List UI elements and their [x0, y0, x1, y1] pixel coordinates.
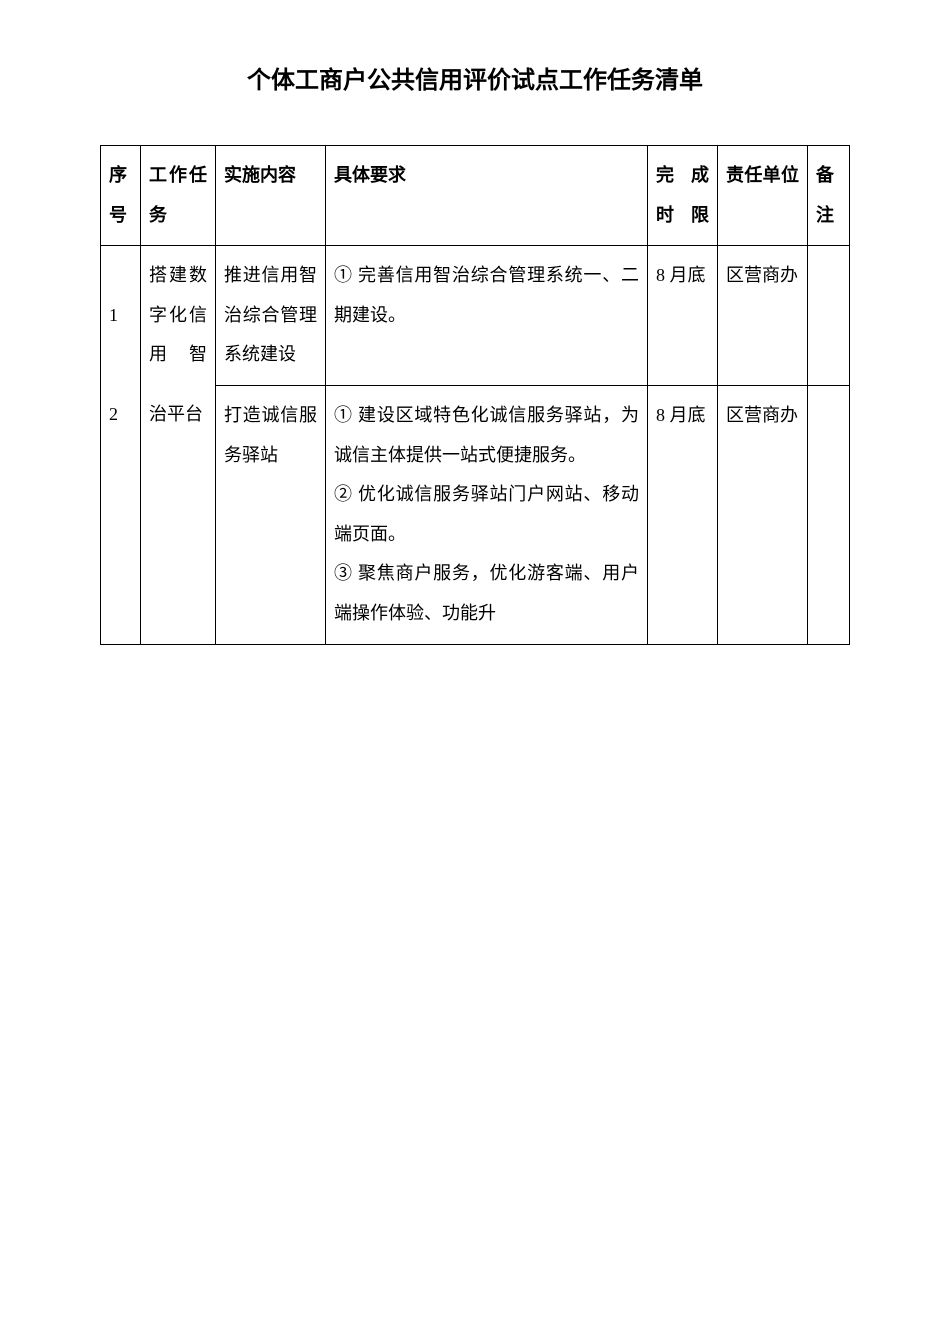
cell-seq: 2	[101, 385, 141, 644]
cell-task: 搭建数字化信用智	[141, 246, 216, 386]
cell-task: 治平台	[141, 385, 216, 644]
cell-unit: 区营商办	[718, 246, 808, 386]
cell-req: ① 建设区域特色化诚信服务驿站，为诚信主体提供一站式便捷服务。② 优化诚信服务驿…	[326, 385, 648, 644]
header-note: 备注	[808, 146, 850, 246]
header-task: 工作任务	[141, 146, 216, 246]
header-impl: 实施内容	[216, 146, 326, 246]
cell-note	[808, 385, 850, 644]
cell-note	[808, 246, 850, 386]
header-req: 具体要求	[326, 146, 648, 246]
header-seq: 序号	[101, 146, 141, 246]
table-row: 2 治平台 打造诚信服务驿站 ① 建设区域特色化诚信服务驿站，为诚信主体提供一站…	[101, 385, 850, 644]
cell-impl: 推进信用智治综合管理系统建设	[216, 246, 326, 386]
table-header-row: 序号 工作任务 实施内容 具体要求 完成时限 责任单位 备注	[101, 146, 850, 246]
header-deadline: 完成时限	[648, 146, 718, 246]
cell-impl: 打造诚信服务驿站	[216, 385, 326, 644]
task-table: 序号 工作任务 实施内容 具体要求 完成时限 责任单位 备注 1 搭建数字化信用…	[100, 145, 850, 645]
cell-deadline: 8 月底	[648, 385, 718, 644]
header-unit: 责任单位	[718, 146, 808, 246]
cell-deadline: 8 月底	[648, 246, 718, 386]
cell-req: ① 完善信用智治综合管理系统一、二期建设。	[326, 246, 648, 386]
page-title: 个体工商户公共信用评价试点工作任务清单	[100, 60, 850, 95]
table-row: 1 搭建数字化信用智 推进信用智治综合管理系统建设 ① 完善信用智治综合管理系统…	[101, 246, 850, 386]
cell-unit: 区营商办	[718, 385, 808, 644]
cell-seq: 1	[101, 246, 141, 386]
